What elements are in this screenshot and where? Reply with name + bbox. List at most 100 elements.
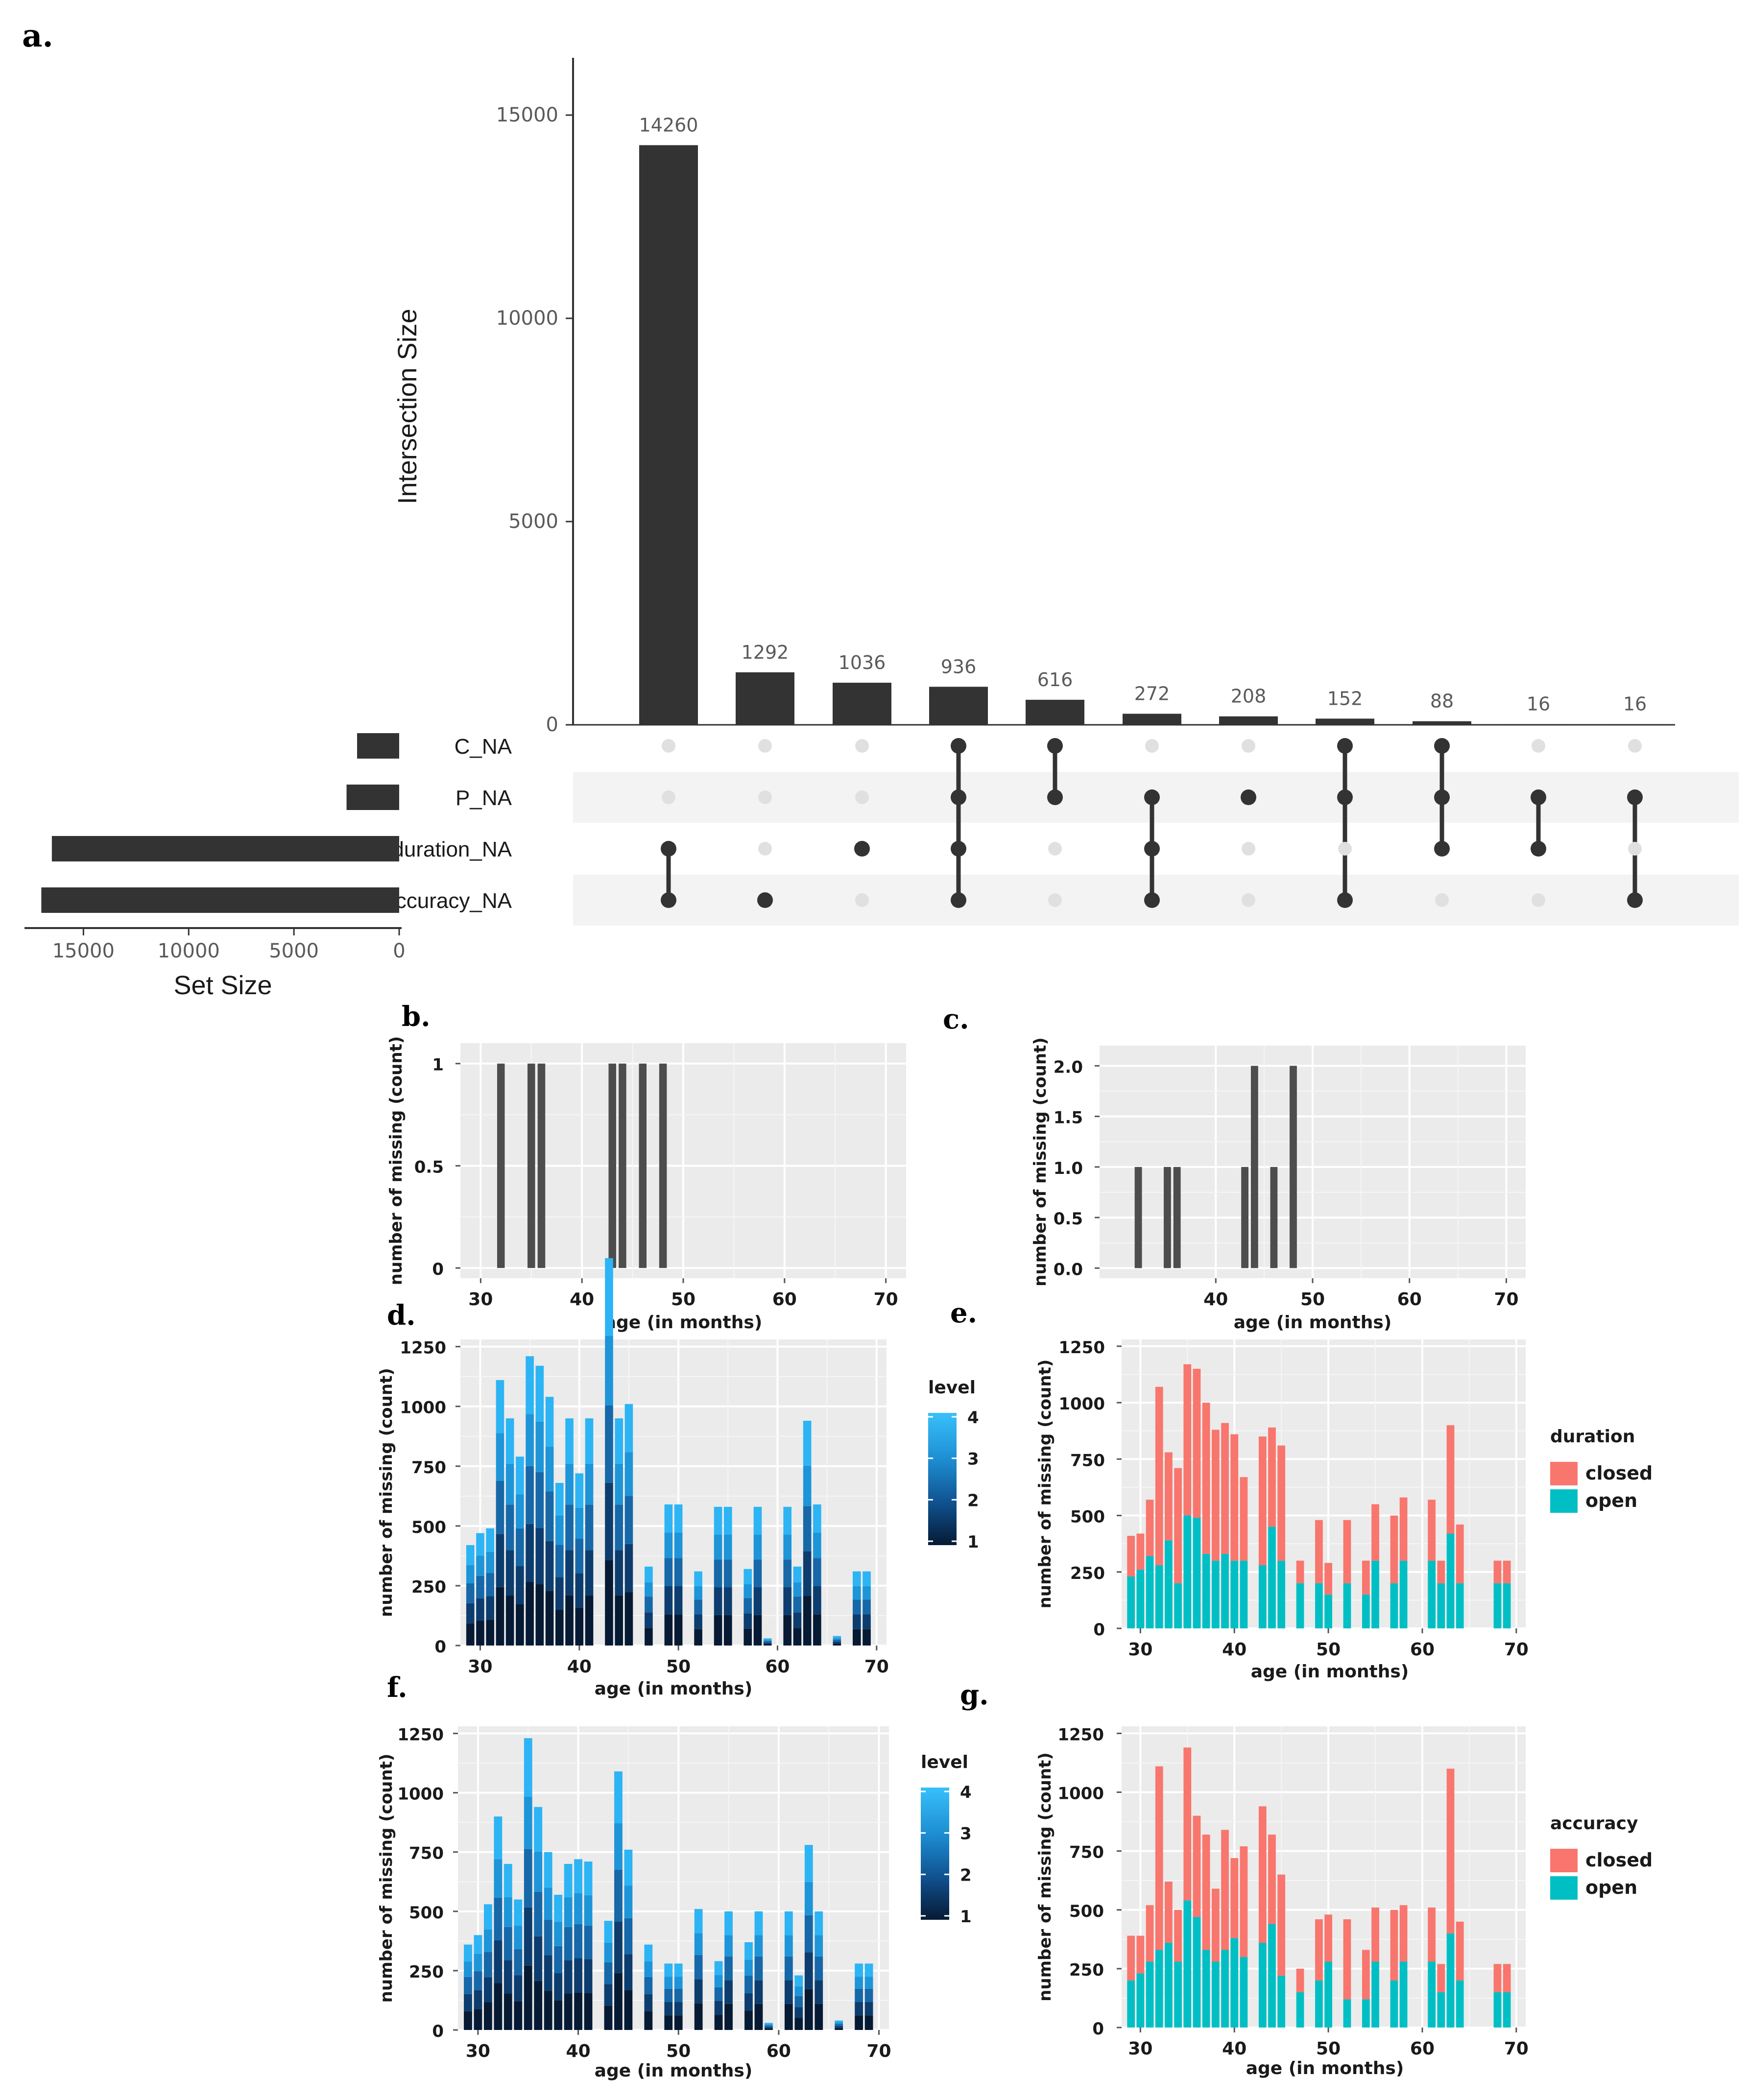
- x-tick-label: 40: [1222, 2039, 1247, 2059]
- stacked-bar-segment: [514, 1899, 523, 1926]
- stacked-bar-segment: [765, 2025, 773, 2027]
- y-tick-label: 500: [409, 1903, 444, 1923]
- legend-label: 1: [967, 1532, 979, 1552]
- panel-label-a: a.: [22, 18, 53, 54]
- stacked-bar-segment-open: [1211, 1560, 1220, 1628]
- stacked-bar-segment: [694, 1909, 703, 1933]
- set-size-tick-label: 5000: [269, 940, 319, 962]
- stacked-bar-segment-open: [1343, 1999, 1351, 2028]
- stacked-bar-segment-open: [1136, 1570, 1145, 1628]
- stacked-bar-segment: [505, 1418, 514, 1464]
- stacked-bar-segment-closed: [1428, 1500, 1436, 1561]
- stacked-bar-segment: [534, 1981, 543, 2030]
- stacked-bar-segment: [574, 1859, 582, 1893]
- legend-label: open: [1585, 1877, 1637, 1898]
- stacked-bar-segment-closed: [1493, 1964, 1502, 1992]
- set-name-label: P_NA: [455, 786, 512, 810]
- stacked-bar-segment-closed: [1268, 1835, 1276, 1924]
- stacked-bar-segment: [644, 1961, 653, 1977]
- legend-title: duration: [1550, 1427, 1635, 1447]
- stacked-bar-segment: [555, 1515, 564, 1545]
- stacked-bar-segment: [484, 1952, 492, 1978]
- stacked-bar-segment: [585, 1463, 594, 1505]
- matrix-dot-active: [757, 892, 773, 908]
- legend-label: open: [1585, 1490, 1637, 1511]
- stacked-bar-segment: [503, 1863, 512, 1897]
- stacked-bar-segment: [565, 1418, 574, 1464]
- x-axis-label: age (in months): [1234, 1312, 1392, 1333]
- stacked-bar-segment: [765, 2023, 773, 2025]
- stacked-bar-segment: [813, 1532, 821, 1558]
- matrix-dot-inactive: [662, 790, 675, 804]
- y-tick-label: 250: [411, 1577, 446, 1597]
- stacked-bar-segment: [564, 1897, 573, 1927]
- stacked-bar-segment: [694, 1571, 702, 1586]
- stacked-bar-segment: [864, 1963, 873, 1977]
- set-size-bar: [51, 836, 399, 861]
- stacked-bar-segment: [605, 1482, 613, 1560]
- y-tick-label: 1.5: [1054, 1108, 1083, 1128]
- stacked-bar-segment: [615, 1504, 623, 1551]
- matrix-dot-inactive: [1242, 893, 1255, 907]
- stacked-bar-segment: [723, 1587, 732, 1615]
- stacked-bar-segment: [763, 1640, 772, 1641]
- intersection-bar: [736, 672, 794, 725]
- stacked-bar-segment-closed: [1268, 1427, 1276, 1527]
- stacked-bar-segment: [835, 2022, 843, 2024]
- stacked-bar-segment: [724, 2004, 733, 2030]
- stacked-bar-segment: [503, 1960, 512, 1994]
- legend-swatch: [1550, 1876, 1578, 1900]
- stacked-bar-segment: [476, 1598, 484, 1621]
- stacked-bar-segment: [526, 1414, 534, 1466]
- bar: [537, 1063, 546, 1268]
- stacked-bar-segment: [803, 1551, 812, 1597]
- stacked-bar-segment: [644, 1977, 653, 1994]
- x-tick-label: 60: [765, 1657, 790, 1677]
- stacked-bar-segment: [474, 2009, 482, 2030]
- stacked-bar-segment: [524, 1849, 532, 1908]
- stacked-bar-segment-open: [1183, 1515, 1192, 1628]
- stacked-bar-segment: [714, 1961, 723, 1975]
- stacked-bar-segment-closed: [1221, 1830, 1229, 1950]
- stacked-bar-segment: [544, 1991, 552, 2030]
- stacked-bar-segment-closed: [1127, 1536, 1135, 1576]
- y-axis-label: number of missing (count): [377, 1754, 396, 2003]
- intersection-value-label: 936: [941, 656, 977, 677]
- y-tick-label: 0.5: [1054, 1209, 1083, 1229]
- x-tick-label: 70: [1504, 1640, 1529, 1660]
- stacked-bar-segment: [624, 1404, 633, 1453]
- stacked-bar-segment: [554, 2000, 563, 2030]
- stacked-bar-segment: [784, 2004, 793, 2030]
- stacked-bar-segment-closed: [1296, 1968, 1304, 1992]
- matrix-dot-active: [951, 738, 966, 754]
- legend-title: level: [928, 1378, 976, 1398]
- x-tick-label: 40: [1203, 1289, 1228, 1310]
- stacked-bar-segment-open: [1371, 1961, 1379, 2028]
- stacked-bar-segment: [574, 1958, 582, 1993]
- set-size-bar: [41, 887, 399, 913]
- stacked-bar-segment-closed: [1146, 1905, 1154, 1962]
- stacked-bar-segment: [494, 1940, 503, 1983]
- y-tick-label: 1250: [397, 1725, 444, 1745]
- y-tick-label: 500: [1069, 1902, 1104, 1921]
- panel-label-g: g.: [960, 1679, 989, 1711]
- stacked-bar-segment: [804, 1882, 813, 1915]
- matrix-dot-inactive: [1435, 893, 1449, 907]
- stacked-bar-segment-closed: [1390, 1909, 1398, 1981]
- plot-background: [1122, 1726, 1526, 2028]
- stacked-bar-segment: [554, 1973, 563, 2001]
- x-tick-label: 30: [466, 2041, 490, 2061]
- stacked-bar-segment: [476, 1533, 484, 1556]
- matrix-dot-active: [951, 841, 966, 857]
- legend-swatch: [1550, 1489, 1578, 1513]
- set-name-label: duration_NA: [392, 837, 512, 861]
- stacked-bar-segment: [644, 1994, 653, 2011]
- stacked-bar-segment: [815, 2004, 823, 2030]
- x-tick-label: 50: [1300, 1289, 1325, 1310]
- stacked-bar-segment-closed: [1165, 1882, 1173, 1943]
- set-size-tick-label: 10000: [158, 940, 220, 962]
- stacked-bar-segment: [614, 1973, 623, 2030]
- stacked-bar-segment-closed: [1258, 1806, 1267, 1943]
- intersection-bar: [1413, 721, 1471, 725]
- stacked-bar-segment: [714, 1506, 722, 1535]
